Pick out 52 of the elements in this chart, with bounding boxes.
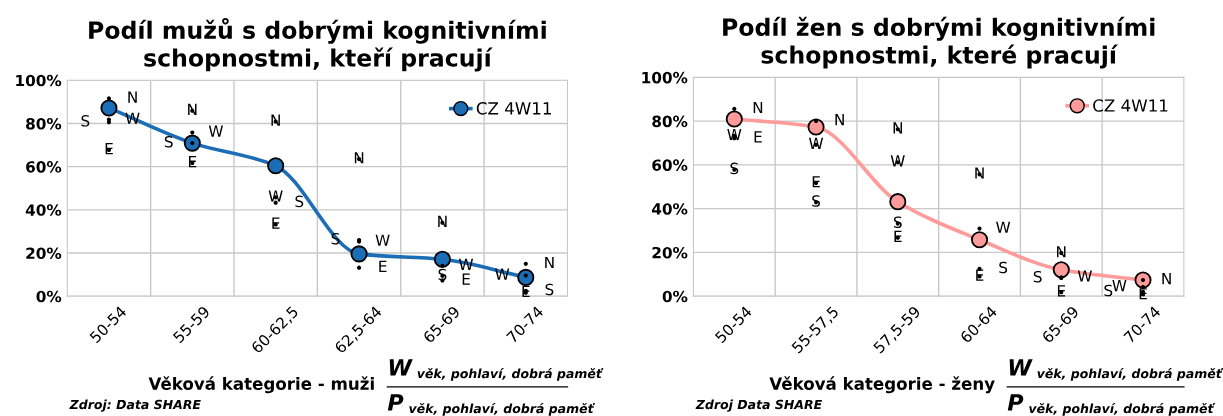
y-tick-label: 0% — [36, 290, 62, 303]
text: E — [754, 131, 762, 143]
y-tick-label: 100% — [16, 74, 62, 87]
text: S — [545, 283, 554, 296]
text: W — [1112, 280, 1127, 292]
text: S — [1033, 270, 1042, 283]
y-tick-label: 20% — [26, 247, 62, 260]
text: E — [379, 260, 387, 272]
text: S — [1104, 284, 1113, 297]
legend-label: CZ 4W11 — [476, 102, 551, 115]
text: E — [105, 143, 113, 155]
text: Zdroj: Data SHARE — [69, 399, 201, 412]
text: W — [727, 128, 742, 141]
series-label: W — [268, 190, 283, 202]
text: S — [295, 195, 304, 208]
text: N — [835, 114, 844, 126]
text: S — [164, 135, 173, 148]
text: W — [1077, 270, 1092, 282]
text: S — [730, 162, 739, 175]
text: N — [753, 101, 763, 114]
y-tick-label: 40% — [25, 204, 62, 216]
x-axis-title: Věková kategorie - muži — [148, 376, 374, 394]
y-tick-label: 80% — [652, 115, 688, 128]
text: S — [999, 261, 1008, 274]
y-tick-label: 60% — [652, 159, 688, 171]
series-label: W — [890, 155, 905, 167]
y-tick-label: 60% — [26, 161, 62, 173]
series-label: E — [188, 156, 197, 168]
text: E — [462, 273, 470, 285]
chart-title: Podíl žen s dobrými kognitivními schopnostmi, které pracují — [723, 16, 1155, 69]
chart-title: Podíl mužů s dobrými kognitivními schopnostmi, kteří pracují — [89, 17, 546, 72]
text: N — [545, 256, 554, 269]
y-tick-label: 20% — [652, 246, 688, 259]
legend-label: CZ 4W11 — [1093, 99, 1168, 112]
text: N — [1162, 273, 1171, 285]
text: E — [894, 230, 902, 242]
y-tick-label: 0% — [662, 290, 688, 303]
text: E — [812, 176, 820, 188]
text: W — [375, 234, 390, 246]
text: W — [208, 125, 223, 137]
text: N — [128, 91, 137, 103]
y-tick-label: 40% — [652, 203, 688, 215]
x-axis-title: Věková kategorie - ženy — [769, 376, 995, 394]
text: S — [81, 115, 90, 127]
text: W — [996, 221, 1011, 233]
y-tick-label: 100% — [642, 71, 688, 84]
text: Zdroj Data SHARE — [695, 399, 822, 412]
text: E — [1057, 285, 1066, 297]
text: E — [272, 217, 280, 229]
text: W — [809, 137, 824, 149]
y-tick-label: 80% — [26, 117, 62, 130]
series-label: S — [812, 195, 821, 207]
